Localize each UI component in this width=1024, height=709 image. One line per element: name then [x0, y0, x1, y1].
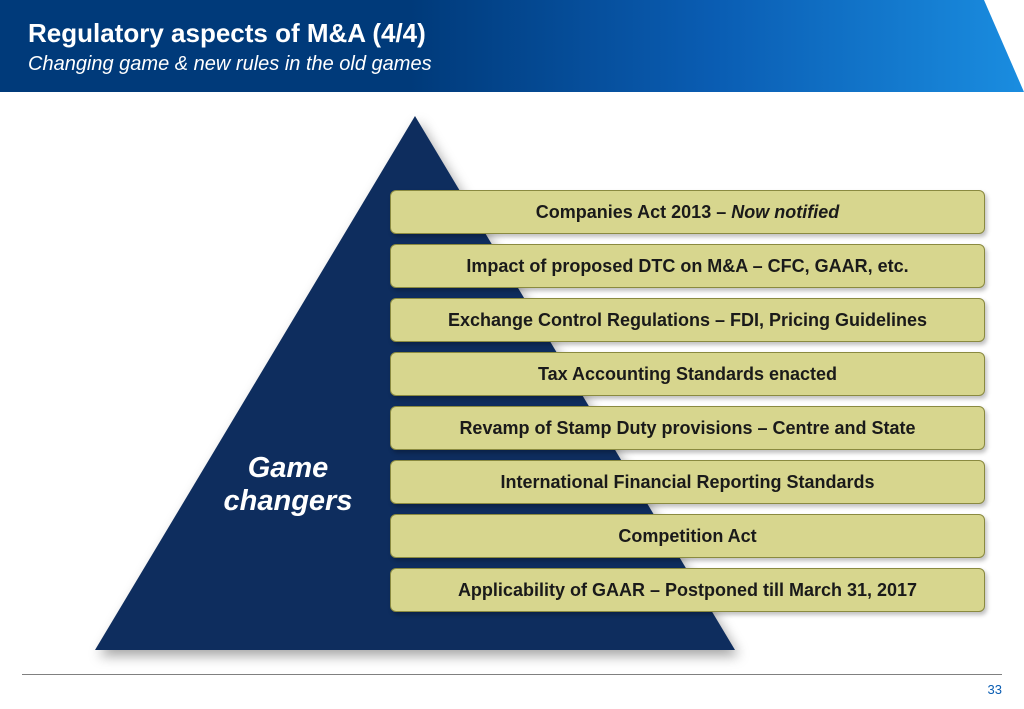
info-bar: Competition Act — [390, 514, 985, 558]
bar-text: Competition Act — [618, 526, 756, 547]
info-bar-list: Companies Act 2013 – Now notified Impact… — [390, 190, 985, 622]
info-bar: Applicability of GAAR – Postponed till M… — [390, 568, 985, 612]
bar-text: Applicability of GAAR – Postponed till M… — [458, 580, 917, 601]
bar-text: Revamp of Stamp Duty provisions – Centre… — [459, 418, 915, 439]
bar-text-prefix: Companies Act 2013 – — [536, 202, 731, 222]
bar-text: International Financial Reporting Standa… — [500, 472, 874, 493]
pyramid-label: Game changers — [188, 452, 388, 519]
bar-text: Impact of proposed DTC on M&A – CFC, GAA… — [466, 256, 908, 277]
bar-text: Tax Accounting Standards enacted — [538, 364, 837, 385]
info-bar: Exchange Control Regulations – FDI, Pric… — [390, 298, 985, 342]
slide-content: Game changers Companies Act 2013 – Now n… — [0, 92, 1024, 709]
bottom-divider — [22, 674, 1002, 675]
info-bar: Revamp of Stamp Duty provisions – Centre… — [390, 406, 985, 450]
bar-text: Exchange Control Regulations – FDI, Pric… — [448, 310, 927, 331]
info-bar: Impact of proposed DTC on M&A – CFC, GAA… — [390, 244, 985, 288]
slide-header: Regulatory aspects of M&A (4/4) Changing… — [0, 0, 1024, 92]
slide-subtitle: Changing game & new rules in the old gam… — [28, 53, 996, 76]
bar-text-italic: Now notified — [731, 202, 839, 222]
info-bar: International Financial Reporting Standa… — [390, 460, 985, 504]
info-bar: Companies Act 2013 – Now notified — [390, 190, 985, 234]
info-bar: Tax Accounting Standards enacted — [390, 352, 985, 396]
page-number: 33 — [988, 682, 1002, 697]
slide-title: Regulatory aspects of M&A (4/4) — [28, 18, 996, 49]
